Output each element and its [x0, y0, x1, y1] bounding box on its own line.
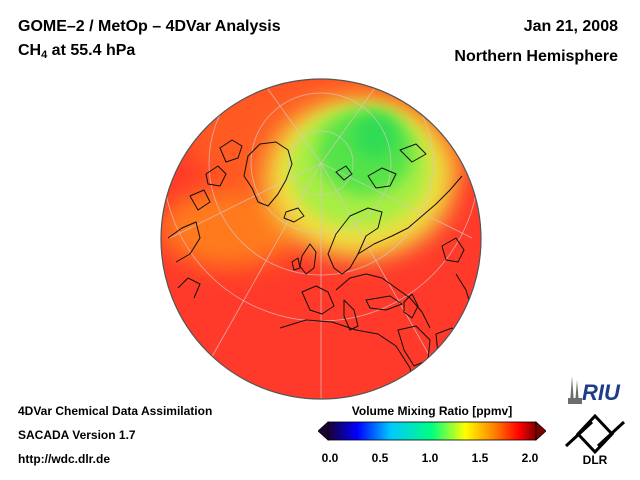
- arctic-islands-coast: [219, 139, 243, 163]
- colorbar: [318, 421, 546, 441]
- russia-north-coast: [357, 175, 463, 255]
- map-title: GOME–2 / MetOp – 4DVar Analysis: [18, 18, 281, 35]
- greenland-coast: [243, 141, 293, 207]
- minimum-core: [353, 114, 397, 158]
- riu-logo: RIU: [568, 376, 621, 405]
- species-prefix: CH: [18, 42, 42, 59]
- species-label: CH4 at 55.4 hPa: [18, 42, 136, 61]
- labrador-coast: [189, 189, 211, 211]
- colorbar-tick-label: 2.0: [521, 451, 539, 465]
- riu-cathedral-icon: [568, 376, 582, 404]
- ireland-coast: [291, 257, 301, 271]
- north-africa-coast: [279, 319, 417, 399]
- footer-assimilation-label: 4DVar Chemical Data Assimilation: [18, 404, 213, 418]
- colorbar-tick-label: 1.0: [421, 451, 439, 465]
- dlr-emblem-icon: [564, 414, 626, 455]
- date-label: Jan 21, 2008: [523, 18, 618, 35]
- italy-coast: [343, 299, 359, 331]
- colorbar-title: Volume Mixing Ratio [ppmv]: [351, 404, 513, 418]
- colorbar-tick-label: 0.5: [371, 451, 389, 465]
- scandinavia-coast: [327, 207, 383, 275]
- species-suffix: at 55.4 hPa: [47, 42, 136, 59]
- riu-logo-text: RIU: [582, 380, 621, 405]
- colorbar-high-arrow: [535, 421, 546, 441]
- caspian-coast: [403, 293, 419, 319]
- black-sea-coast: [365, 295, 403, 311]
- colorbar-tick-label: 1.5: [471, 451, 489, 465]
- globe-outline: [160, 78, 482, 400]
- north-america-coast: [167, 221, 201, 263]
- iberia-coast: [301, 285, 335, 315]
- baffin-coast: [205, 165, 227, 187]
- colorbar-tick-label: 0.0: [321, 451, 339, 465]
- north-america-east-coast: [177, 277, 201, 299]
- svalbard-coast: [335, 165, 353, 181]
- dlr-logo-text: DLR: [583, 453, 608, 466]
- severnaya-coast: [399, 143, 427, 163]
- species-subscript: 4: [41, 49, 48, 61]
- europe-coast: [335, 273, 431, 329]
- colorbar-gradient: [327, 421, 537, 441]
- asia-inland-lake: [441, 237, 465, 263]
- footer-version-label: SACADA Version 1.7: [18, 428, 136, 442]
- dlr-logo: DLR: [564, 414, 626, 466]
- iceland-coast: [283, 207, 305, 223]
- region-label: Northern Hemisphere: [454, 48, 618, 65]
- globe-map: [160, 78, 482, 400]
- colorbar-low-arrow: [318, 421, 329, 441]
- novaya-zemlya-coast: [367, 167, 397, 189]
- methane-field: [161, 79, 481, 399]
- footer-url-link[interactable]: http://wdc.dlr.de: [18, 452, 110, 466]
